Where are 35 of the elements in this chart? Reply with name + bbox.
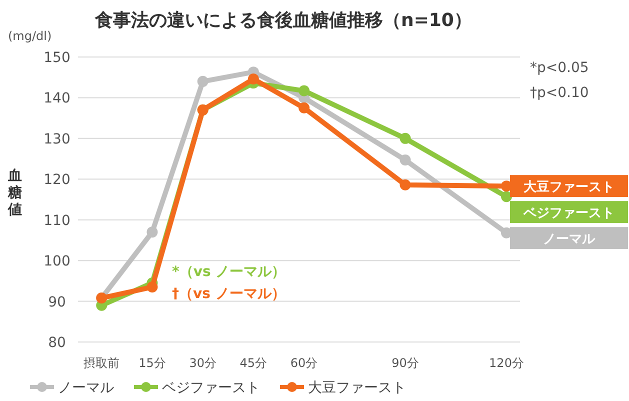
point <box>501 191 512 202</box>
y-tick-label: 120 <box>44 172 70 188</box>
point <box>400 154 411 166</box>
point <box>400 132 411 144</box>
legend-label: 大豆ファースト <box>308 380 406 396</box>
legend-label: ノーマル <box>58 380 114 396</box>
annotation: †（vs ノーマル） <box>172 286 286 302</box>
x-tick-label: 15分 <box>138 356 166 370</box>
y-tick-label: 140 <box>44 90 70 107</box>
text: *p<0.05 <box>530 60 589 76</box>
point <box>146 282 158 293</box>
y-axis-title: 血糖値 <box>7 168 22 218</box>
x-tick-label: 45分 <box>240 356 268 370</box>
y-tick-label: 80 <box>48 335 66 351</box>
point <box>400 179 411 190</box>
text: (mg/dl) <box>8 29 52 43</box>
chart-title: 食事法の違いによる食後血糖値推移（n=10） <box>94 10 472 31</box>
y-tick-label: 100 <box>44 254 70 270</box>
point <box>298 85 310 96</box>
point <box>248 73 259 84</box>
y-tick-label: 130 <box>44 131 70 148</box>
x-tick-label: 120分 <box>489 356 524 370</box>
point <box>146 226 158 238</box>
point <box>298 102 310 114</box>
x-tick-label: 60分 <box>290 356 318 370</box>
y-tick-label: 150 <box>44 50 70 66</box>
text: †p<0.10 <box>530 85 589 101</box>
y-tick-label: 90 <box>48 294 66 310</box>
x-tick-label: 摂取前 <box>84 356 120 370</box>
point <box>197 76 208 87</box>
x-tick-label: 30分 <box>189 356 216 370</box>
y-tick-label: 110 <box>44 212 70 229</box>
legend-label: ベジファースト <box>162 380 260 396</box>
annotation: *（vs ノーマル） <box>172 264 286 280</box>
x-tick-label: 90分 <box>392 356 419 370</box>
